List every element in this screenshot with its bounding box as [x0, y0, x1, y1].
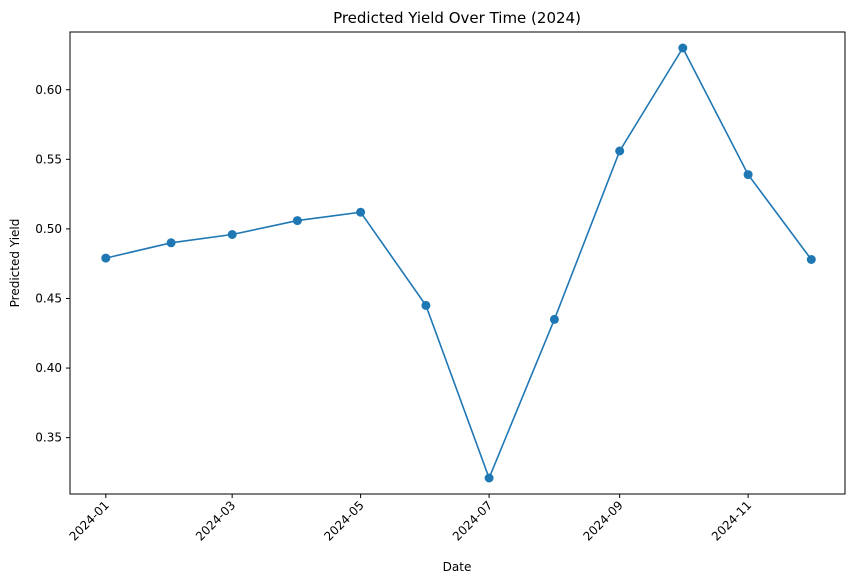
y-tick-label: 0.45 [35, 291, 62, 305]
x-tick-label: 2024-07 [450, 498, 495, 543]
y-tick-label: 0.50 [35, 222, 62, 236]
data-point [166, 238, 176, 248]
y-tick-label: 0.35 [35, 431, 62, 445]
data-point [678, 43, 688, 53]
x-axis: 2024-01 2024-03 2024-05 2024-07 2024-09 2024-… [67, 494, 754, 544]
x-tick-label: 2024-05 [321, 498, 366, 543]
data-point [101, 253, 111, 263]
x-tick-label: 2024-11 [709, 498, 754, 543]
data-point [806, 255, 816, 264]
x-tick-label: 2024-09 [580, 498, 625, 543]
data-point [615, 146, 625, 156]
data-point [356, 207, 366, 217]
x-tick-label: 2024-03 [193, 498, 238, 543]
data-points [101, 43, 816, 483]
y-axis: 0.35 0.40 0.45 0.50 0.55 0.60 [35, 83, 70, 445]
y-axis-label: Predicted Yield [8, 219, 22, 308]
series-line [105, 46, 812, 481]
data-point [292, 216, 302, 226]
data-point [227, 230, 237, 239]
y-tick-label: 0.55 [35, 152, 62, 166]
data-point [549, 314, 559, 324]
y-tick-label: 0.40 [35, 361, 62, 375]
data-point [421, 300, 431, 310]
y-tick-label: 0.60 [35, 83, 62, 97]
data-point [484, 473, 494, 483]
data-point [743, 170, 753, 180]
x-tick-label: 2024-01 [67, 498, 112, 543]
chart-title: Predicted Yield Over Time (2024) [333, 9, 581, 27]
plot-area [69, 31, 846, 495]
x-axis-label: Date [443, 560, 472, 574]
